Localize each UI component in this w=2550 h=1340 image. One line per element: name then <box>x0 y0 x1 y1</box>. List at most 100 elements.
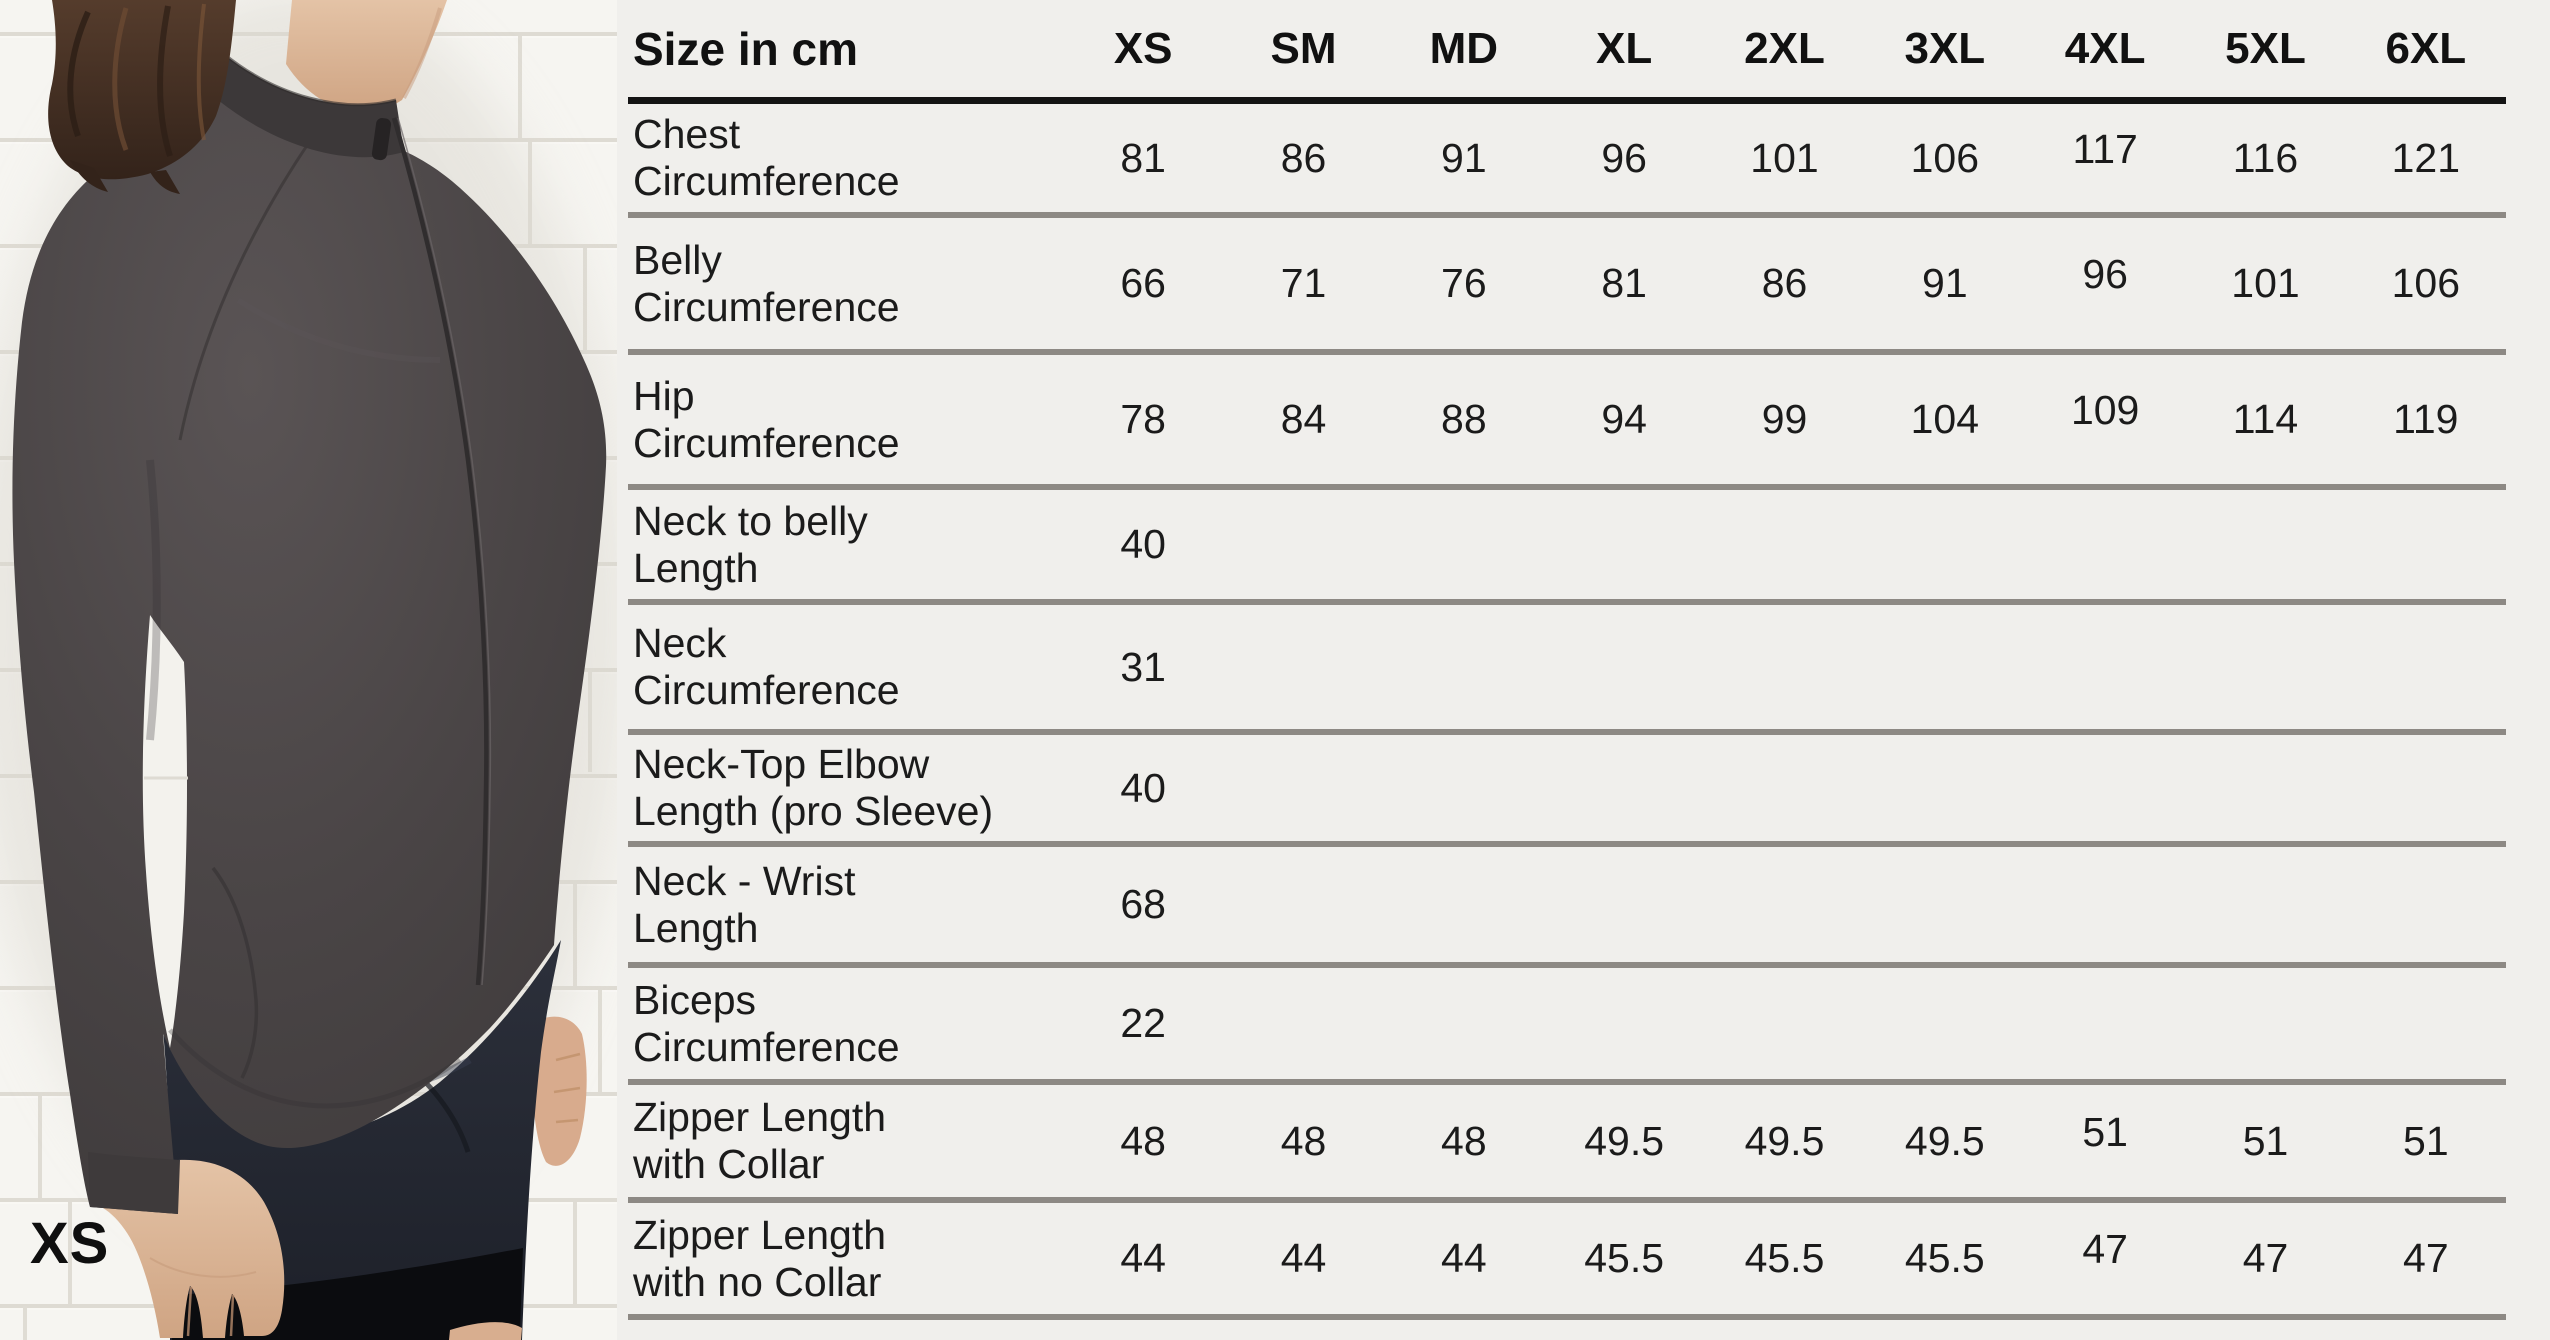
cell-xs: 22 <box>1120 1000 1166 1046</box>
column-header-3xl: 3XL <box>1904 23 1986 73</box>
row-label-line: with Collar <box>633 1141 825 1187</box>
cell-3xl: 45.5 <box>1904 1235 1985 1281</box>
row-label-line: Circumference <box>633 667 900 713</box>
row-label-line: Length (pro Sleeve) <box>633 788 994 834</box>
cell-6xl: 121 <box>2391 134 2461 181</box>
row-label-line: Neck to belly <box>633 497 868 544</box>
cell-6xl: 106 <box>2391 260 2461 306</box>
cell-6xl: 47 <box>2403 1235 2449 1281</box>
table-row: Neck to belly Length 40 <box>628 490 2506 605</box>
cell-sm: 44 <box>1280 1235 1327 1281</box>
cell-xl: 96 <box>1601 134 1647 181</box>
table-row: Neck - Wrist Length 68 <box>628 847 2506 968</box>
cell-xl: 49.5 <box>1584 1117 1665 1164</box>
cell-4xl: 47 <box>2082 1226 2128 1272</box>
leg-skin <box>449 1322 522 1340</box>
table-row: Hip Circumference 78 84 88 94 99 104 109 114 119 <box>628 355 2506 490</box>
row-label: Belly Circumference <box>628 237 1063 331</box>
cell-xs: 40 <box>1120 764 1166 811</box>
column-header-size-in-cm: Size in cm <box>633 22 858 75</box>
row-label-line: Biceps <box>633 976 757 1023</box>
row-label: Neck - Wrist Length <box>628 858 1063 952</box>
cell-4xl: 117 <box>2072 125 2138 172</box>
row-label-line: Neck <box>633 620 727 666</box>
row-label-line: with no Collar <box>633 1258 882 1305</box>
cell-xl: 94 <box>1601 396 1647 442</box>
column-header-4xl: 4XL <box>2064 23 2146 73</box>
column-header-xs: XS <box>1113 23 1173 73</box>
cell-md: 76 <box>1441 260 1487 306</box>
row-label-line: Circumference <box>633 158 900 204</box>
table-header-row: Size in cm XS SM MD XL 2XL 3XL 4XL 5XL 6XL <box>628 0 2506 104</box>
cell-5xl: 51 <box>2242 1117 2289 1164</box>
photo-size-label: XS <box>30 1211 110 1276</box>
row-label: Zipper Length with Collar <box>628 1094 1063 1188</box>
column-header-2xl: 2XL <box>1744 23 1825 73</box>
row-label: Neck to belly Length <box>628 498 1063 592</box>
row-label-line: Circumference <box>633 419 900 466</box>
row-label: Chest Circumference <box>628 111 1063 205</box>
row-label-line: Chest <box>633 111 741 157</box>
row-label-line: Zipper Length <box>633 1211 887 1258</box>
table-row: Chest Circumference 81 86 91 96 101 106 117 116 1… <box>628 104 2506 218</box>
cell-2xl: 86 <box>1761 260 1808 306</box>
table-row: Neck Circumference 31 <box>628 605 2506 735</box>
row-label-line: Circumference <box>633 1023 900 1070</box>
row-label-line: Zipper Length <box>633 1094 887 1140</box>
row-label-line: Neck - Wrist <box>633 857 856 904</box>
arm-gap <box>142 615 187 1048</box>
cell-xs: 66 <box>1120 260 1166 306</box>
cell-md: 44 <box>1441 1235 1487 1281</box>
cell-6xl: 119 <box>2393 396 2459 442</box>
cell-sm: 48 <box>1280 1117 1327 1164</box>
cell-4xl: 96 <box>2082 251 2128 297</box>
row-label-line: Hip <box>633 372 695 419</box>
cell-6xl: 51 <box>2403 1117 2449 1164</box>
cell-xs: 40 <box>1120 521 1166 567</box>
raglan-seam <box>178 137 314 441</box>
cell-md: 91 <box>1441 134 1487 181</box>
row-label-line: Length <box>633 544 759 591</box>
cell-xs: 48 <box>1120 1117 1166 1164</box>
cell-4xl: 109 <box>2070 387 2140 433</box>
cell-2xl: 101 <box>1750 134 1819 181</box>
zipper-pull <box>371 118 392 161</box>
model-photo-illustration <box>0 0 617 1340</box>
column-header-5xl: 5XL <box>2225 23 2306 73</box>
table-row: Neck-Top Elbow Length (pro Sleeve) 40 <box>628 735 2506 847</box>
row-label: Zipper Length with no Collar <box>628 1212 1063 1306</box>
model-hair <box>48 0 236 180</box>
cell-2xl: 45.5 <box>1744 1235 1825 1281</box>
cell-5xl: 114 <box>2232 396 2299 442</box>
cell-md: 88 <box>1441 396 1487 442</box>
model-neck <box>286 0 447 113</box>
pocket-seam <box>211 866 259 1079</box>
cell-5xl: 116 <box>2232 134 2299 181</box>
column-header-6xl: 6XL <box>2385 23 2467 73</box>
cell-md: 48 <box>1441 1117 1487 1164</box>
row-label-line: Belly <box>633 236 722 283</box>
zipper-line <box>391 117 489 986</box>
jersey-collar <box>218 54 404 158</box>
cell-xs: 81 <box>1120 134 1166 181</box>
cell-xl: 81 <box>1601 260 1647 306</box>
cell-xs: 44 <box>1120 1235 1166 1281</box>
cell-3xl: 91 <box>1922 260 1968 306</box>
cell-3xl: 104 <box>1910 396 1980 442</box>
cell-sm: 84 <box>1280 396 1327 442</box>
row-label-line: Circumference <box>633 283 900 330</box>
cell-2xl: 99 <box>1761 396 1808 442</box>
table-row: Belly Circumference 66 71 76 81 86 91 96 101 106 <box>628 218 2506 355</box>
row-label-line: Length <box>633 904 759 951</box>
cell-3xl: 106 <box>1910 134 1980 181</box>
cell-xs: 78 <box>1120 396 1166 442</box>
cell-sm: 86 <box>1280 134 1327 181</box>
table-row: Zipper Length with no Collar 44 44 44 45.5 45… <box>628 1203 2506 1320</box>
cell-3xl: 49.5 <box>1904 1117 1985 1164</box>
table-body: Chest Circumference 81 86 91 96 101 106 117 116 1… <box>628 104 2506 1320</box>
column-header-xl: XL <box>1596 23 1653 73</box>
row-label: Biceps Circumference <box>628 977 1063 1071</box>
cell-2xl: 49.5 <box>1744 1117 1825 1164</box>
size-chart-table: Size in cm XS SM MD XL 2XL 3XL 4XL 5XL 6XL Chest… <box>617 0 2550 1340</box>
